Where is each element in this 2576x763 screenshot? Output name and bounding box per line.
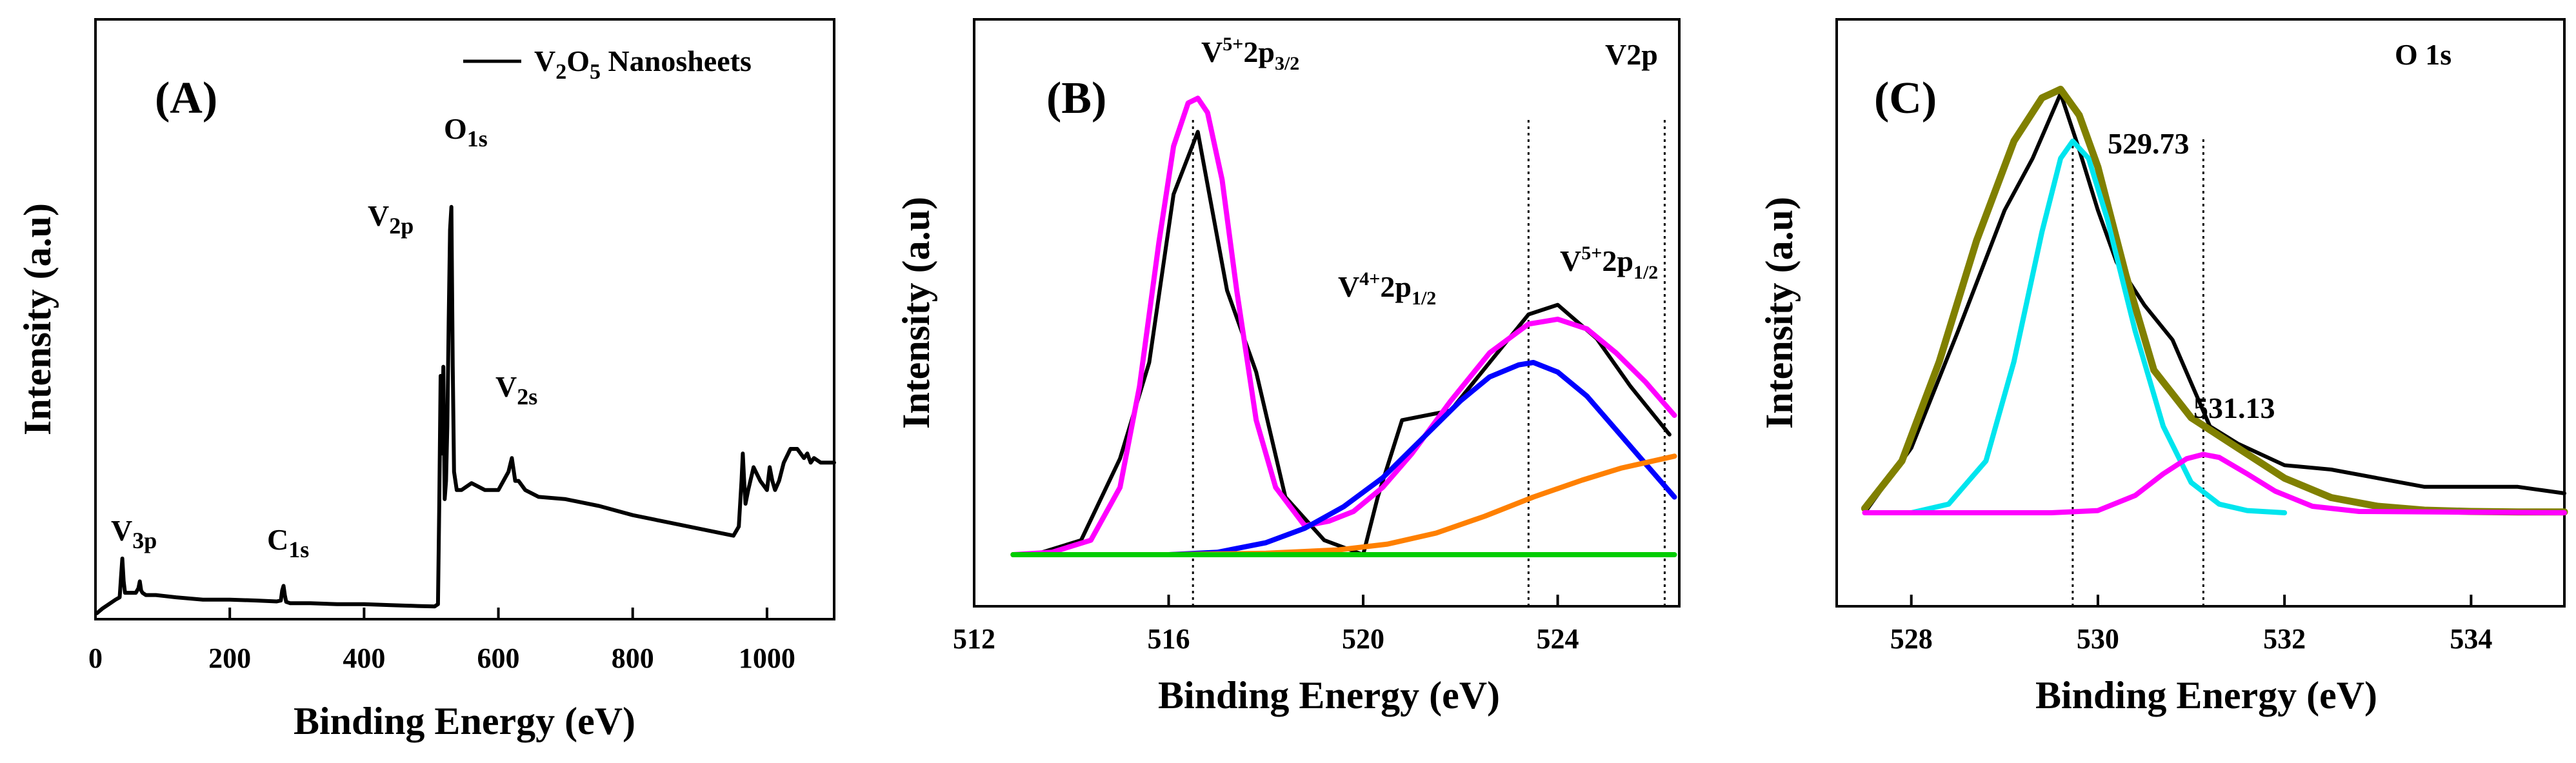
peak-label-c1s: C1s [267,523,309,562]
peak-label-v3p: V3p [111,514,157,553]
panel-c-x-ticks: 528 530 532 534 [1890,595,2492,655]
series-line [1862,451,2567,515]
x-tick-label: 520 [1342,623,1384,655]
panel-c-y-axis-label: Intensity (a.u) [1758,197,1801,429]
panel-a-legend: V2O5 Nanosheets [463,45,752,84]
legend-label: V2O5 Nanosheets [534,45,752,84]
panel-a-x-ticks: 0 200 400 600 800 1000 [88,608,795,674]
peak-label-v5-2p12: V5+2p1/2 [1560,243,1658,283]
series-line [1908,138,2288,515]
series-line [95,204,836,615]
panel-c-o1s-spectrum: 528 530 532 534 (C) O 1s 529.73 531.13 Bind… [1758,18,2568,717]
series-line [1040,130,1672,557]
series-line [1166,360,1677,557]
panel-b-x-axis-label: Binding Energy (eV) [1158,674,1500,717]
panel-a-label: (A) [155,74,217,123]
panel-b-title: V2p [1605,38,1658,71]
peak-label-v5-2p32: V5+2p3/2 [1201,34,1299,74]
panel-a-axes-frame [94,18,835,620]
panel-c-series-layer [1861,85,2568,516]
x-tick-label: 516 [1148,623,1190,655]
panel-a-y-axis-label: Intensity (a.u) [16,203,59,435]
peak-label-o1s: O1s [444,112,488,152]
x-tick-label: 1000 [739,642,795,674]
peak-label-531-13: 531.13 [2193,391,2275,424]
series-line [1862,92,2566,515]
x-tick-label: 530 [2077,623,2119,655]
x-tick-label: 534 [2450,623,2492,655]
panel-b-x-ticks: 512 516 520 524 [953,595,1579,655]
panel-c-x-axis-label: Binding Energy (eV) [2035,674,2377,717]
panel-a-survey-spectrum: 0 200 400 600 800 1000 (A) V2O5 Nanosheets V3… [16,18,836,742]
peak-label-529-73: 529.73 [2108,127,2190,160]
x-tick-label: 800 [612,642,654,674]
panel-b-v2p-spectrum: 512 516 520 524 (B) V2p V5+2p3/2 V4+2p1/2 V… [895,18,1681,717]
peak-label-v4-2p12: V4+2p1/2 [1338,268,1436,309]
panel-b-y-axis-label: Intensity (a.u) [895,197,937,429]
panel-c-axes-frame [1835,18,2566,608]
panel-c-label: (C) [1874,74,1937,123]
panel-c-title: O 1s [2395,38,2451,71]
panel-b-series-layer [1010,95,1677,557]
x-tick-label: 528 [1890,623,1933,655]
x-tick-label: 512 [953,623,995,655]
x-tick-label: 524 [1537,623,1579,655]
x-tick-label: 600 [477,642,520,674]
panel-b-axes-frame [973,18,1681,608]
x-tick-label: 200 [208,642,251,674]
panel-c-reference-lines [2072,135,2204,606]
x-tick-label: 532 [2263,623,2306,655]
peak-label-v2p: V2p [368,199,414,239]
series-line [1010,95,1677,557]
x-tick-label: 400 [343,642,385,674]
panel-b-label: (B) [1046,74,1106,123]
peak-label-v2s: V2s [495,370,537,410]
x-tick-label: 0 [88,642,103,674]
panel-a-x-axis-label: Binding Energy (eV) [294,700,635,742]
panel-a-series-layer [95,204,836,615]
